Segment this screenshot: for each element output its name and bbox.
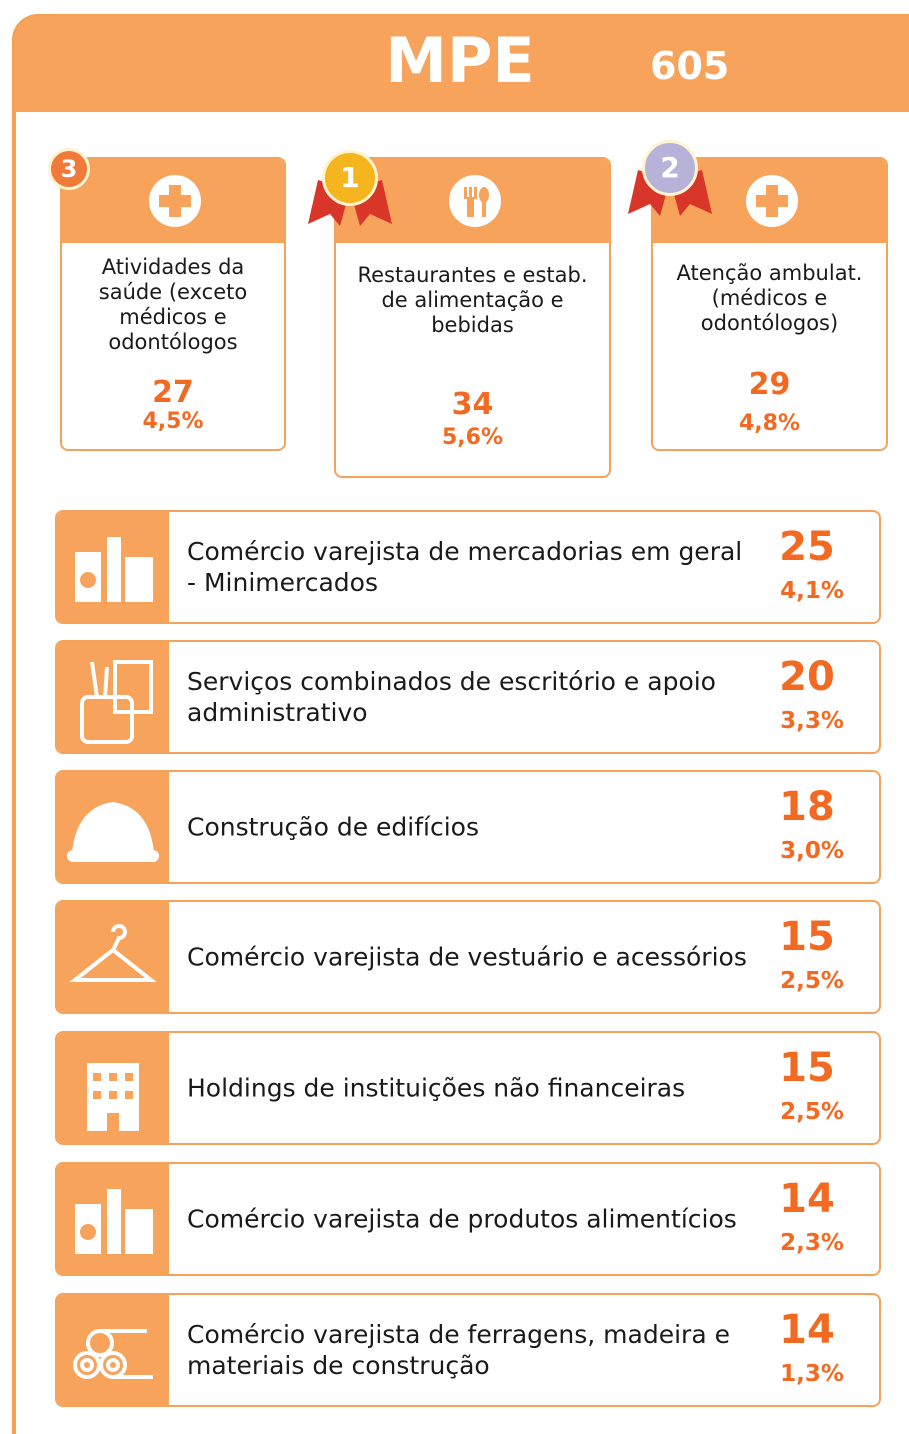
row-count: 15 (779, 914, 835, 960)
row-label: Comércio varejista de mercadorias em ger… (187, 537, 743, 597)
header-band (14, 16, 909, 112)
card-icon (147, 173, 203, 229)
row-icon (57, 902, 169, 1012)
row-icon (57, 512, 169, 622)
row-icon (57, 1164, 169, 1274)
total: 605 (650, 44, 730, 88)
card-label: Atividades da saúde (exceto médicos e od… (98, 255, 248, 354)
row-icon (57, 772, 169, 882)
rank-badge: 1 (322, 150, 378, 206)
row-label: Comércio varejista de produtos alimentíc… (187, 1204, 737, 1234)
row-label: Serviços combinados de escritório e apoi… (187, 667, 716, 727)
row-label: Construção de edifícios (187, 812, 480, 842)
row-label: Comércio varejista de vestuário e acessó… (187, 942, 747, 972)
row-count: 15 (779, 1045, 835, 1091)
list-row: Comércio varejista de mercadorias em ger… (55, 510, 881, 624)
card-icon (744, 173, 800, 229)
list-row: Construção de edifícios 18 3,0% (55, 770, 881, 884)
list-row: Holdings de instituições não financeiras… (55, 1031, 881, 1145)
card-count: 29 (748, 367, 791, 402)
list-row: Serviços combinados de escritório e apoi… (55, 640, 881, 754)
rank-badge: 3 (48, 148, 90, 190)
card-percent: 4,8% (738, 411, 800, 436)
card-label: Atenção ambulat. (médicos e odontólogos) (676, 261, 863, 335)
card-count: 34 (451, 387, 494, 422)
row-percent: 3,0% (780, 838, 844, 864)
row-percent: 4,1% (780, 578, 844, 604)
row-count: 20 (779, 654, 835, 700)
card-percent: 4,5% (142, 409, 204, 434)
podium-card: Atividades da saúde (exceto médicos e od… (60, 157, 286, 451)
row-percent: 3,3% (780, 708, 844, 734)
row-label: Holdings de instituições não financeiras (187, 1073, 686, 1103)
card-icon (447, 173, 503, 229)
row-count: 25 (779, 524, 835, 570)
title: MPE (385, 24, 535, 97)
card-count: 27 (152, 375, 194, 410)
row-count: 18 (779, 784, 835, 830)
row-count: 14 (779, 1307, 835, 1353)
row-percent: 2,5% (780, 1099, 844, 1125)
row-icon (57, 642, 169, 752)
rank-badge: 2 (642, 140, 698, 196)
row-icon (57, 1295, 169, 1405)
row-label: Comércio varejista de ferragens, madeira… (187, 1320, 730, 1380)
podium-card: Atenção ambulat. (médicos e odontólogos)… (651, 157, 888, 451)
row-percent: 1,3% (780, 1361, 844, 1387)
row-count: 14 (779, 1176, 835, 1222)
row-percent: 2,5% (780, 968, 844, 994)
list-row: Comércio varejista de vestuário e acessó… (55, 900, 881, 1014)
row-icon (57, 1033, 169, 1143)
list-row: Comércio varejista de ferragens, madeira… (55, 1293, 881, 1407)
card-percent: 5,6% (441, 425, 503, 450)
list-row: Comércio varejista de produtos alimentíc… (55, 1162, 881, 1276)
row-percent: 2,3% (780, 1230, 844, 1256)
card-label: Restaurantes e estab. de alimentação e b… (357, 263, 588, 337)
